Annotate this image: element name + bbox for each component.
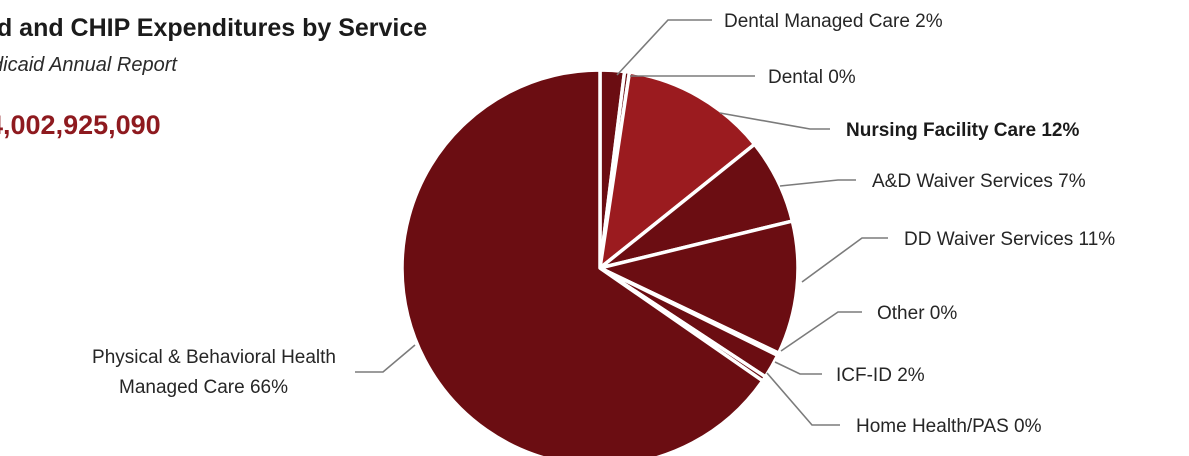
slice-label-home-health: Home Health/PAS 0% bbox=[856, 416, 1042, 437]
pie-slice-dd-waiver-services bbox=[598, 219, 800, 355]
leader-line-dd-waiver bbox=[801, 237, 888, 283]
total-expenditure: 4,002,925,090 bbox=[0, 110, 161, 140]
slice-label-dental-managed-care: Dental Managed Care 2% bbox=[724, 11, 943, 32]
leader-line-ad-waiver bbox=[779, 179, 856, 187]
slice-label-physical-behavioral-line1: Physical & Behavioral Health bbox=[92, 347, 336, 368]
leader-line-physical-behavioral bbox=[355, 344, 416, 373]
leader-line-other bbox=[780, 311, 862, 352]
slice-label-dental: Dental 0% bbox=[768, 67, 856, 88]
leader-line-nursing-facility-care bbox=[719, 112, 830, 130]
leader-line-icf-id bbox=[774, 361, 822, 375]
slice-label-icf-id: ICF-ID 2% bbox=[836, 365, 925, 386]
leader-line-dental-managed-care bbox=[616, 19, 712, 76]
slice-label-dd-waiver: DD Waiver Services 11% bbox=[904, 229, 1115, 250]
pie-slice-nursing-facility-care bbox=[598, 70, 757, 270]
slice-label-physical-behavioral-line2: Managed Care 66% bbox=[119, 377, 288, 398]
slice-label-ad-waiver: A&D Waiver Services 7% bbox=[872, 171, 1086, 192]
leader-lines bbox=[355, 19, 888, 426]
slice-label-other: Other 0% bbox=[877, 303, 957, 324]
leader-line-home-health bbox=[766, 372, 840, 426]
chart-subtitle: dicaid Annual Report bbox=[0, 54, 177, 76]
slice-labels: Dental Managed Care 2% Dental 0% Nursing… bbox=[92, 11, 1115, 437]
chart-title: id and CHIP Expenditures by Service bbox=[0, 14, 428, 42]
pie-slices bbox=[400, 68, 800, 456]
pie-slice-physical-behavioral-health-managed-care bbox=[400, 68, 765, 456]
slice-label-nursing-facility-care: Nursing Facility Care 12% bbox=[846, 120, 1079, 141]
